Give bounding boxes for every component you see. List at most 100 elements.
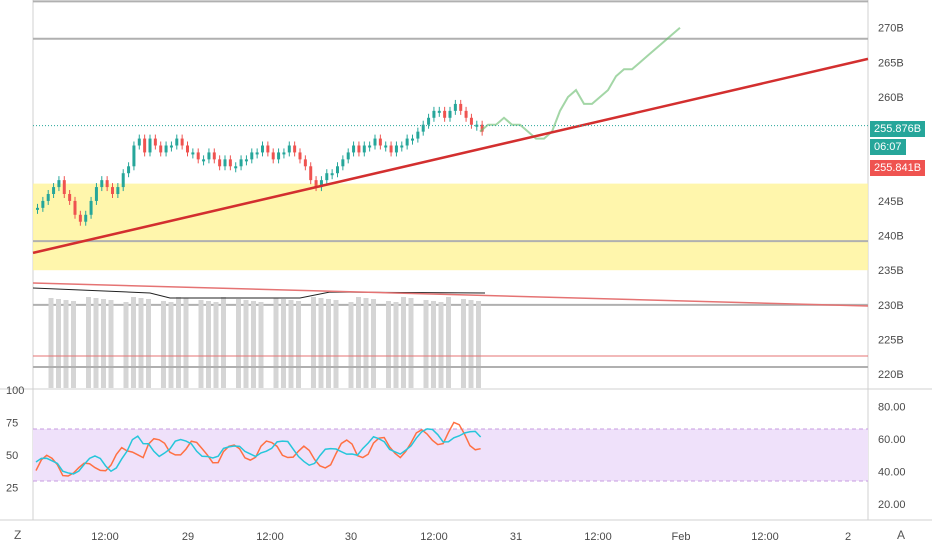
candle <box>46 194 50 201</box>
time-label: Feb <box>672 531 691 543</box>
price-tick-label: 230B <box>878 300 904 312</box>
candle <box>319 180 323 188</box>
candle <box>180 138 184 146</box>
volume-bar <box>251 301 256 388</box>
volume-bar <box>408 298 414 388</box>
volume-bar <box>176 297 181 388</box>
time-label: 12:00 <box>584 531 612 543</box>
candle <box>453 103 457 111</box>
volume-bar <box>168 302 174 388</box>
candle <box>175 138 179 146</box>
candle <box>186 145 189 153</box>
volume-bar <box>243 300 249 388</box>
candle <box>330 173 334 176</box>
candle <box>384 145 388 148</box>
rsi-right-tick: 80.00 <box>878 401 906 413</box>
time-label: 29 <box>182 531 194 543</box>
candle <box>234 166 238 169</box>
volume-bar <box>236 299 241 388</box>
candle <box>400 145 404 148</box>
zoom-button[interactable]: Z <box>14 528 22 542</box>
trendline <box>32 57 869 255</box>
candle <box>153 138 157 146</box>
auto-scale-button[interactable]: A <box>897 528 906 542</box>
candle <box>52 187 56 194</box>
candle <box>427 117 431 125</box>
volume-bar <box>71 301 76 388</box>
volume-bar <box>348 302 354 388</box>
candle <box>159 145 163 153</box>
candle <box>469 117 473 125</box>
candle <box>111 187 114 194</box>
candle <box>416 131 420 139</box>
volume-bar <box>123 302 129 388</box>
candle <box>346 152 350 160</box>
candle <box>228 159 232 167</box>
rsi-right-tick: 40.00 <box>878 466 906 478</box>
volume-bar <box>371 299 376 388</box>
price-tick-label: 265B <box>878 57 904 69</box>
candle <box>57 180 61 188</box>
candle <box>261 145 264 153</box>
volume-bar <box>386 301 391 388</box>
candle <box>443 110 447 118</box>
candle <box>459 103 463 111</box>
candle <box>94 187 98 201</box>
candle <box>239 159 243 167</box>
candle <box>41 200 45 208</box>
time-label: 12:00 <box>256 531 284 543</box>
candle <box>191 152 195 155</box>
candle <box>357 145 361 153</box>
volume-bar <box>318 298 324 388</box>
rsi-right-tick: 60.00 <box>878 434 906 446</box>
candle <box>207 152 211 160</box>
volume-bar <box>461 299 466 388</box>
candle <box>303 159 307 167</box>
candle <box>84 214 88 222</box>
candle <box>378 138 382 146</box>
candle <box>394 145 398 153</box>
descending-line <box>32 282 869 307</box>
volume-bar <box>446 297 451 388</box>
volume-bar <box>63 300 69 388</box>
candle <box>218 159 222 167</box>
volume-bar <box>288 300 294 388</box>
candle <box>62 180 66 194</box>
candle <box>202 159 206 162</box>
volume-bar <box>438 302 444 388</box>
volume-bar <box>431 301 436 388</box>
candle <box>132 145 136 167</box>
candle <box>143 138 147 153</box>
volume-bar <box>138 298 144 388</box>
time-label: 12:00 <box>751 531 779 543</box>
candle <box>298 152 302 160</box>
candle <box>373 138 377 146</box>
volume-bar <box>93 298 99 388</box>
countdown-tag: 06:07 <box>870 139 906 155</box>
volume-bar <box>206 301 211 388</box>
time-label: 12:00 <box>91 531 119 543</box>
support-zone <box>33 183 868 271</box>
volume-bar <box>296 301 301 388</box>
volume-bar <box>221 297 226 388</box>
volume-bar <box>273 298 279 388</box>
time-label: 31 <box>510 531 522 543</box>
candle <box>309 166 313 181</box>
volume-bar <box>281 299 286 388</box>
candle <box>389 145 393 153</box>
rsi-left-tick: 100 <box>6 385 24 397</box>
candle <box>362 145 366 153</box>
rsi-left-tick: 25 <box>6 483 18 495</box>
price-tick-label: 225B <box>878 335 904 347</box>
candle <box>250 152 254 160</box>
volume-bar <box>258 302 264 388</box>
volume-bar <box>311 297 316 388</box>
candle <box>448 110 452 118</box>
rsi-band <box>33 429 868 481</box>
volume-bar <box>333 300 339 388</box>
price-tick-label: 270B <box>878 23 904 35</box>
candle <box>196 152 200 160</box>
volume-bar <box>356 297 361 388</box>
